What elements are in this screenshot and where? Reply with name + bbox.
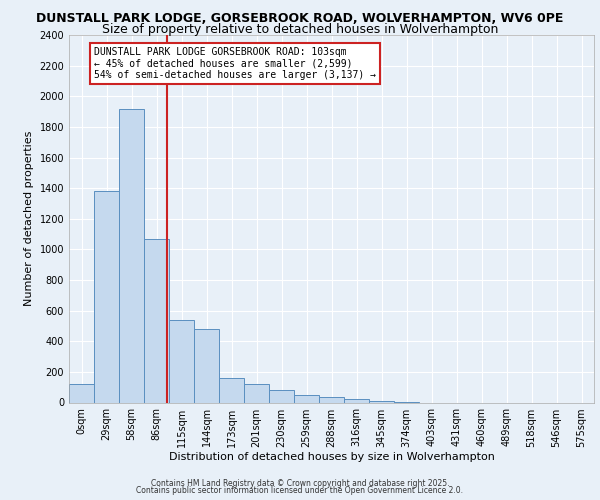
Bar xyxy=(369,401,394,402)
Bar xyxy=(344,400,369,402)
Bar xyxy=(219,378,244,402)
Bar xyxy=(119,108,144,403)
Text: Contains HM Land Registry data © Crown copyright and database right 2025.: Contains HM Land Registry data © Crown c… xyxy=(151,478,449,488)
Bar xyxy=(319,397,344,402)
Text: Contains public sector information licensed under the Open Government Licence 2.: Contains public sector information licen… xyxy=(137,486,464,495)
Bar xyxy=(244,384,269,402)
Bar xyxy=(69,384,94,402)
Text: DUNSTALL PARK LODGE GORSEBROOK ROAD: 103sqm
← 45% of detached houses are smaller: DUNSTALL PARK LODGE GORSEBROOK ROAD: 103… xyxy=(94,48,376,80)
X-axis label: Distribution of detached houses by size in Wolverhampton: Distribution of detached houses by size … xyxy=(169,452,494,462)
Text: Size of property relative to detached houses in Wolverhampton: Size of property relative to detached ho… xyxy=(102,22,498,36)
Bar xyxy=(194,329,219,402)
Bar xyxy=(294,395,319,402)
Y-axis label: Number of detached properties: Number of detached properties xyxy=(24,131,34,306)
Text: DUNSTALL PARK LODGE, GORSEBROOK ROAD, WOLVERHAMPTON, WV6 0PE: DUNSTALL PARK LODGE, GORSEBROOK ROAD, WO… xyxy=(37,12,563,24)
Bar xyxy=(169,320,194,402)
Bar xyxy=(144,238,169,402)
Bar xyxy=(269,390,294,402)
Bar xyxy=(94,191,119,402)
